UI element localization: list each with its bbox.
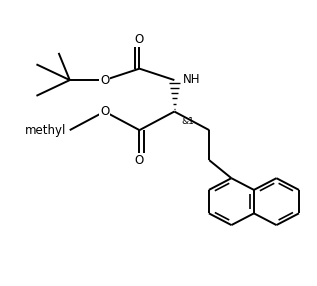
Text: O: O: [135, 154, 144, 167]
Text: &1: &1: [182, 117, 195, 126]
Text: O: O: [100, 74, 109, 87]
Text: O: O: [100, 105, 109, 118]
Text: NH: NH: [183, 73, 201, 86]
Text: methyl: methyl: [25, 124, 67, 137]
Text: O: O: [135, 33, 144, 46]
